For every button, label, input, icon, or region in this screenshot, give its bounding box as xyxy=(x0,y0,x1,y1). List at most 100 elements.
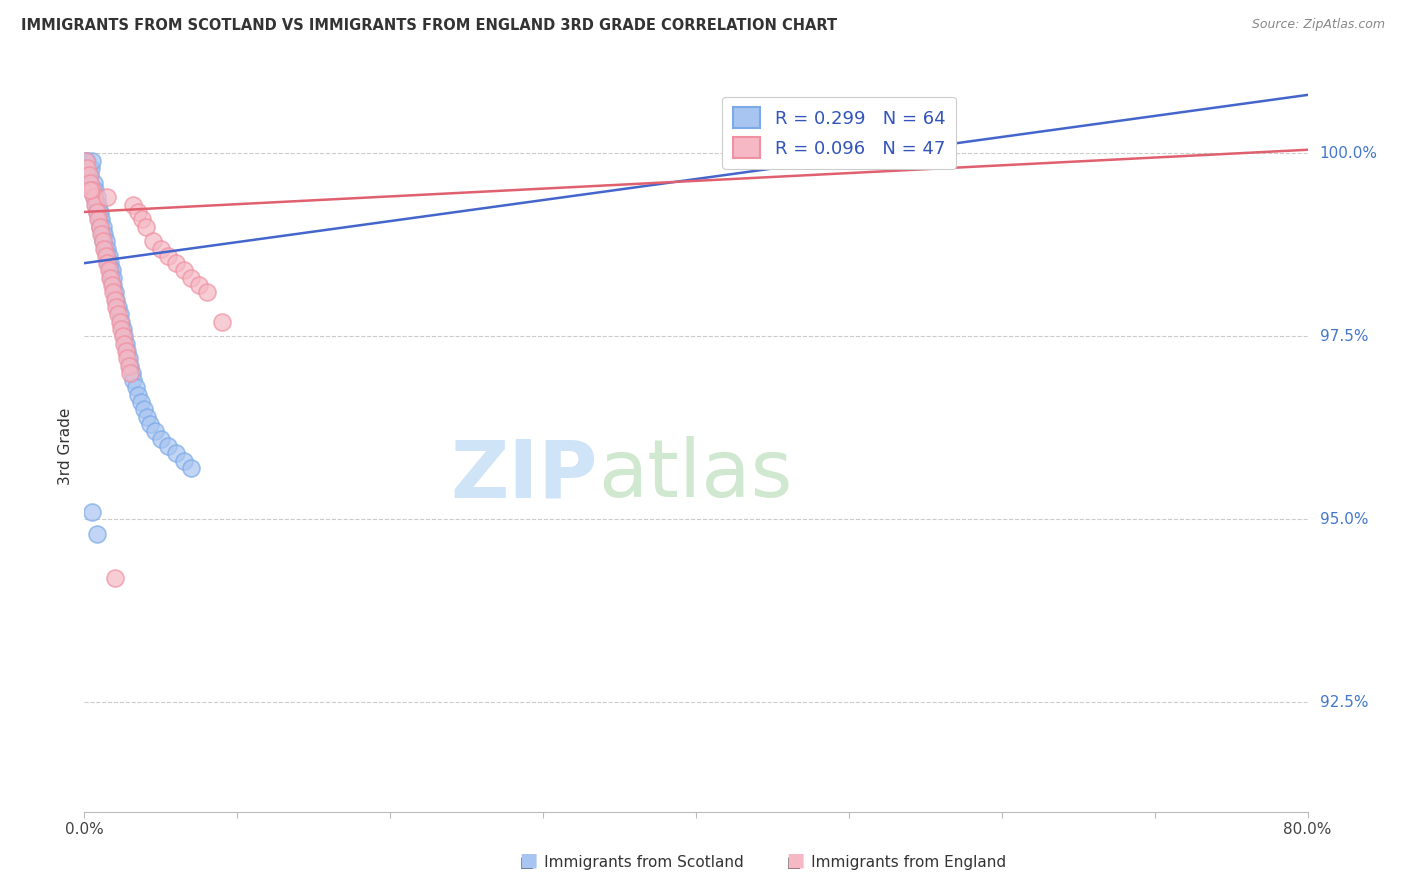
Point xyxy=(108,315,131,329)
Point xyxy=(79,176,101,190)
Point xyxy=(745,146,768,161)
Text: ZIP: ZIP xyxy=(451,436,598,515)
Point xyxy=(90,227,112,241)
Point xyxy=(77,169,100,183)
Point xyxy=(98,270,121,285)
Point xyxy=(129,395,152,409)
Legend: R = 0.299   N = 64, R = 0.096   N = 47: R = 0.299 N = 64, R = 0.096 N = 47 xyxy=(723,96,956,169)
Point xyxy=(93,234,115,248)
Point xyxy=(80,161,103,175)
Point xyxy=(101,278,124,293)
Point xyxy=(91,227,114,241)
Point xyxy=(211,315,233,329)
Point xyxy=(75,153,97,168)
Point xyxy=(165,446,187,460)
Point xyxy=(86,526,108,541)
Point xyxy=(97,263,120,277)
Point xyxy=(122,197,145,211)
Point xyxy=(104,293,127,307)
Point xyxy=(105,300,128,314)
Text: 100.0%: 100.0% xyxy=(1320,146,1378,161)
Point xyxy=(83,190,105,204)
Point xyxy=(98,256,121,270)
Point xyxy=(108,307,131,321)
Point xyxy=(86,205,108,219)
Point xyxy=(96,190,118,204)
Point xyxy=(105,293,128,307)
Point xyxy=(100,270,122,285)
Point xyxy=(83,190,105,204)
Point xyxy=(96,256,118,270)
Point xyxy=(103,285,125,300)
Point xyxy=(125,380,148,394)
Point xyxy=(82,183,104,197)
Point xyxy=(89,205,111,219)
Point xyxy=(107,300,129,314)
Point xyxy=(90,212,112,227)
Point xyxy=(84,197,107,211)
Point xyxy=(84,183,107,197)
Point xyxy=(76,161,98,175)
Point xyxy=(104,571,127,585)
Point xyxy=(84,197,107,211)
Point xyxy=(139,417,162,431)
Text: ■  Immigrants from Scotland: ■ Immigrants from Scotland xyxy=(520,855,744,870)
Point xyxy=(80,505,103,519)
Text: ■: ■ xyxy=(520,851,546,870)
Point xyxy=(180,270,202,285)
Point xyxy=(112,336,135,351)
Point xyxy=(110,322,132,336)
Point xyxy=(115,351,138,366)
Point xyxy=(122,373,145,387)
Point xyxy=(91,234,114,248)
Point xyxy=(79,176,101,190)
Point xyxy=(173,263,195,277)
Point xyxy=(142,234,165,248)
Point xyxy=(103,270,125,285)
Text: 92.5%: 92.5% xyxy=(1320,695,1368,709)
Point xyxy=(96,249,118,263)
Point xyxy=(120,359,142,373)
Point xyxy=(94,249,117,263)
Point xyxy=(135,219,157,234)
Point xyxy=(97,249,120,263)
Point xyxy=(93,242,115,256)
Point xyxy=(143,425,166,439)
Point xyxy=(93,227,115,241)
Point xyxy=(87,197,110,211)
Point xyxy=(76,161,98,175)
Point xyxy=(114,336,136,351)
Text: atlas: atlas xyxy=(598,436,793,515)
Point xyxy=(94,234,117,248)
Point xyxy=(101,263,124,277)
Point xyxy=(75,153,97,168)
Text: ■  Immigrants from England: ■ Immigrants from England xyxy=(787,855,1007,870)
Point xyxy=(120,366,142,380)
Point xyxy=(87,212,110,227)
Point xyxy=(107,307,129,321)
Text: IMMIGRANTS FROM SCOTLAND VS IMMIGRANTS FROM ENGLAND 3RD GRADE CORRELATION CHART: IMMIGRANTS FROM SCOTLAND VS IMMIGRANTS F… xyxy=(21,18,837,33)
Point xyxy=(96,242,118,256)
Text: ■: ■ xyxy=(787,851,813,870)
Point xyxy=(97,256,120,270)
Point xyxy=(127,388,149,402)
Point xyxy=(76,153,98,168)
Point xyxy=(118,351,141,366)
Point xyxy=(94,242,117,256)
Point xyxy=(86,205,108,219)
Point xyxy=(101,278,124,293)
Point xyxy=(86,190,108,204)
Point xyxy=(180,461,202,475)
Point xyxy=(79,169,101,183)
Point xyxy=(112,329,135,343)
Point xyxy=(136,409,159,424)
Text: 97.5%: 97.5% xyxy=(1320,329,1368,343)
Point xyxy=(91,219,114,234)
Point xyxy=(132,402,155,417)
Point xyxy=(149,242,172,256)
Point xyxy=(98,263,121,277)
Point xyxy=(115,343,138,358)
Point xyxy=(127,205,149,219)
Text: 95.0%: 95.0% xyxy=(1320,512,1368,526)
Point xyxy=(118,359,141,373)
